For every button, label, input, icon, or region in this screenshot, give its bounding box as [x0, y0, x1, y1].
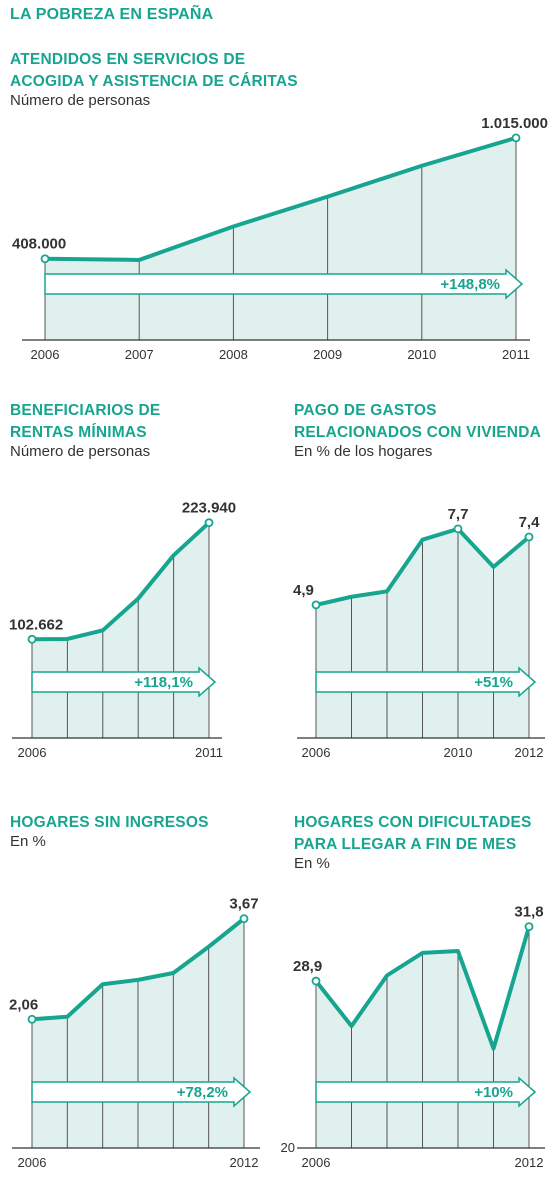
data-point-marker [40, 254, 50, 264]
change-arrow [315, 1076, 537, 1108]
chart-title-sin-ingresos: HOGARES SIN INGRESOS [10, 814, 209, 831]
data-point-marker [511, 133, 521, 143]
change-arrow [44, 268, 524, 300]
data-point-marker [524, 922, 534, 932]
x-tick-label: 2006 [18, 1155, 47, 1170]
value-label: 28,9 [293, 958, 322, 975]
data-point-marker [27, 634, 37, 644]
x-tick-label: 2006 [18, 745, 47, 760]
value-label: 3,67 [229, 896, 258, 913]
change-label: +51% [474, 674, 513, 691]
chart-subtitle-fin-de-mes: En % [294, 855, 330, 872]
data-line [43, 135, 518, 262]
change-label: +78,2% [177, 1084, 228, 1101]
change-arrow [31, 1076, 252, 1108]
change-arrow [31, 666, 217, 698]
value-label: 31,8 [514, 904, 543, 921]
data-line [30, 520, 211, 642]
page-title: LA POBREZA EN ESPAÑA [10, 6, 214, 23]
chart-subtitle-vivienda: En % de los hogares [294, 443, 433, 460]
data-point-marker [453, 524, 463, 534]
value-label: 7,7 [448, 506, 469, 523]
data-point-marker [311, 600, 321, 610]
x-tick-label: 2011 [195, 745, 223, 760]
x-tick-label: 2011 [502, 347, 530, 362]
change-label: +148,8% [440, 276, 500, 293]
x-tick-label: 2010 [407, 347, 436, 362]
chart-title-rentas: BENEFICIARIOS DE RENTAS MÍNIMAS [10, 402, 161, 441]
value-label: 223.940 [182, 500, 236, 517]
x-tick-label: 2012 [230, 1155, 259, 1170]
x-tick-label: 2006 [302, 745, 331, 760]
value-label: 1.015.000 [481, 115, 548, 132]
x-tick-label: 2012 [515, 745, 544, 760]
x-tick-label: 2009 [313, 347, 342, 362]
value-label: 7,4 [519, 514, 541, 531]
x-tick-label: 2006 [31, 347, 60, 362]
value-label: 2,06 [9, 996, 38, 1013]
x-tick-label: 2012 [515, 1155, 544, 1170]
chart-title-caritas: ATENDIDOS EN SERVICIOS DE ACOGIDA Y ASIS… [10, 51, 298, 90]
value-label: 4,9 [293, 582, 314, 599]
value-label: 408.000 [12, 236, 66, 253]
data-point-marker [27, 1014, 37, 1024]
x-tick-label: 2010 [444, 745, 473, 760]
x-tick-label: 2006 [302, 1155, 331, 1170]
data-point-marker [204, 518, 214, 528]
change-label: +118,1% [134, 674, 193, 691]
value-label: 102.662 [9, 616, 63, 633]
x-tick-label: 2008 [219, 347, 248, 362]
chart-subtitle-sin-ingresos: En % [10, 833, 46, 850]
x-tick-label: 2007 [125, 347, 154, 362]
data-point-marker [524, 532, 534, 542]
chart-title-vivienda: PAGO DE GASTOS RELACIONADOS CON VIVIENDA [294, 402, 541, 441]
data-point-marker [311, 976, 321, 986]
data-line [314, 526, 531, 607]
change-label: +10% [474, 1084, 513, 1101]
chart-subtitle-caritas: Número de personas [10, 92, 151, 109]
change-arrow [315, 666, 537, 698]
data-point-marker [239, 914, 249, 924]
chart-title-fin-de-mes: HOGARES CON DIFICULTADES PARA LLEGAR A F… [294, 814, 532, 853]
data-line [30, 916, 246, 1022]
y-tick-label: 20 [281, 1140, 295, 1155]
chart-subtitle-rentas: Número de personas [10, 443, 151, 460]
data-line [314, 924, 531, 1051]
